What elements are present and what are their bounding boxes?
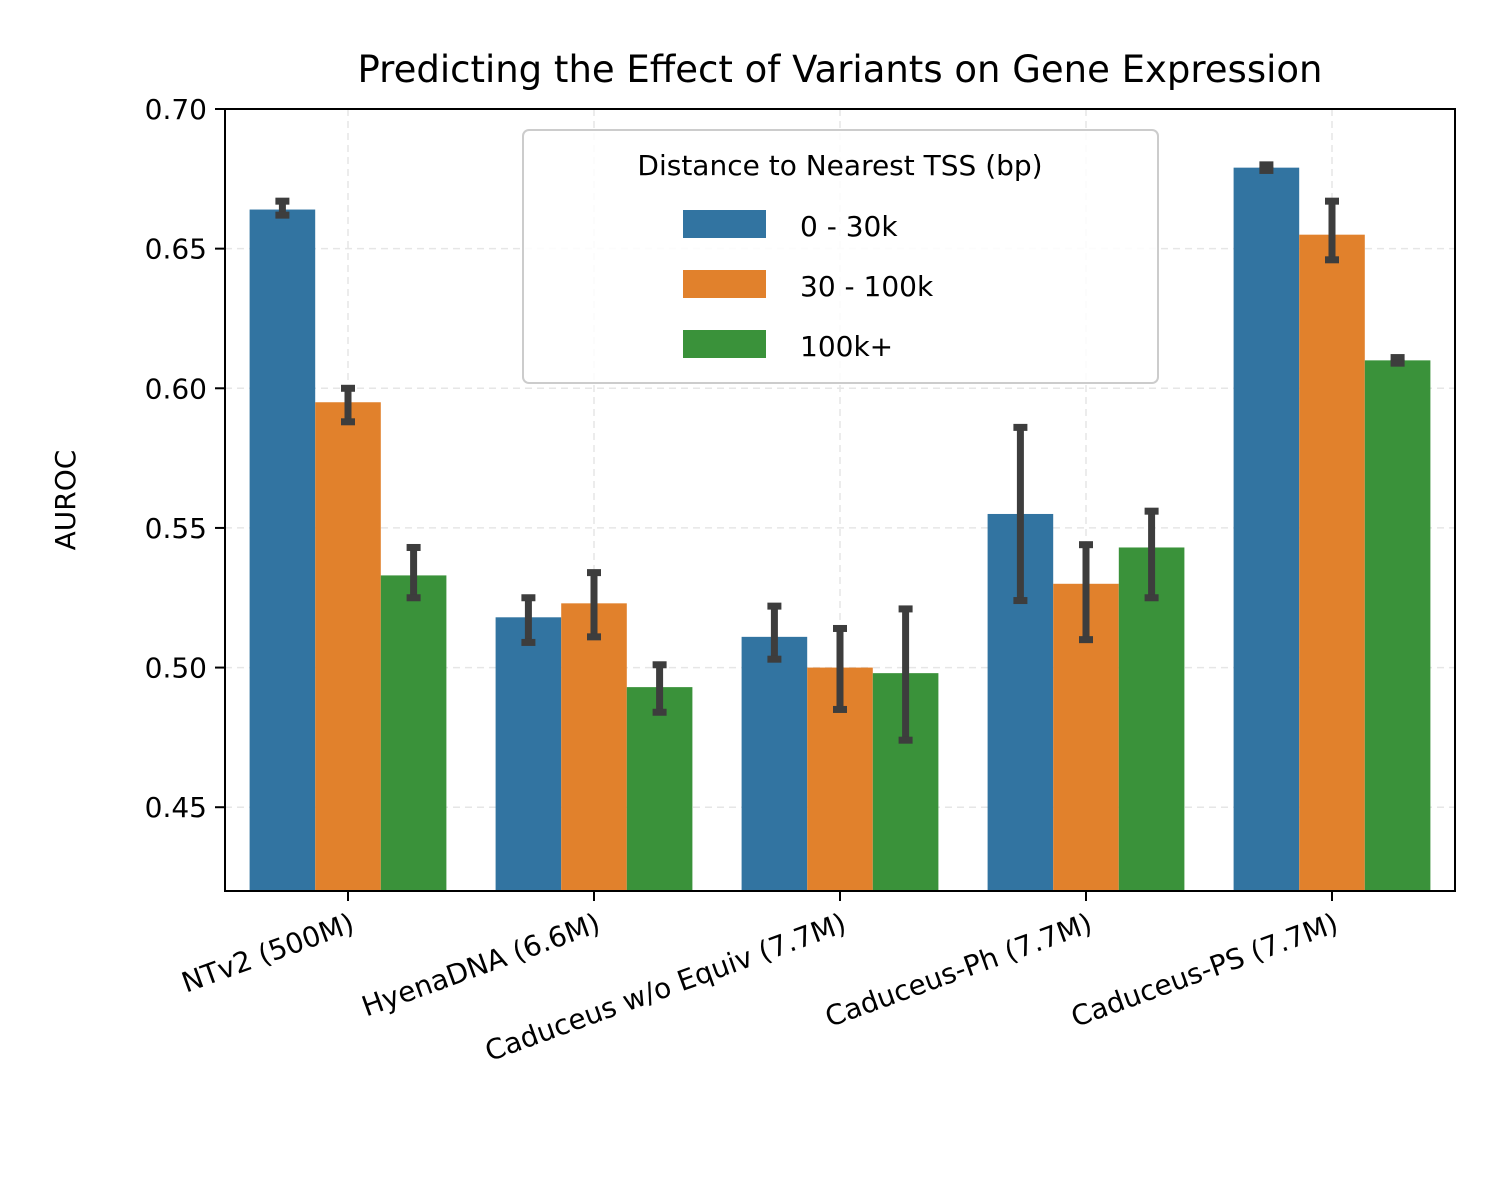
error-bar [1144, 507, 1159, 602]
legend-entries: 0 - 30k 30 - 100k 100k+ [683, 210, 934, 363]
y-tick-label: 0.45 [145, 791, 207, 824]
error-bar [1079, 541, 1093, 644]
bars-layer [249, 167, 1431, 892]
error-bar [1325, 197, 1339, 264]
error-bar [587, 569, 601, 641]
legend-label: 0 - 30k [800, 210, 898, 243]
legend-label: 30 - 100k [800, 270, 934, 303]
bar [1364, 360, 1431, 891]
legend: Distance to Nearest TSS (bp) 0 - 30k 30 -… [522, 129, 1159, 384]
x-tick-label: Caduceus-PS (7.7M) [1067, 907, 1343, 1034]
y-tick-label: 0.60 [145, 372, 207, 405]
x-tick-label: Caduceus-Ph (7.7M) [821, 907, 1097, 1034]
x-tick-label: NTv2 (500M) [177, 907, 358, 1000]
error-bars-layer [275, 161, 1405, 744]
x-axis: NTv2 (500M)HyenaDNA (6.6M)Caduceus w/o E… [177, 891, 1342, 1068]
bar [561, 603, 627, 891]
bar [1299, 234, 1365, 891]
y-tick-label: 0.55 [145, 512, 207, 545]
legend-swatch [683, 330, 766, 358]
y-axis: 0.45 0.50 0.55 0.60 0.65 0.70 [145, 93, 225, 824]
chart-title: Predicting the Effect of Variants on Gen… [358, 48, 1323, 91]
legend-swatch [683, 270, 766, 298]
legend-swatch [683, 210, 766, 238]
error-bar [406, 543, 421, 602]
legend-box [522, 129, 1159, 384]
error-bar [898, 605, 913, 744]
error-bar [1390, 354, 1405, 367]
error-bar [833, 624, 847, 713]
legend-title: Distance to Nearest TSS (bp) [637, 149, 1042, 182]
error-bar [275, 197, 290, 219]
legend-label: 100k+ [800, 330, 893, 363]
error-bar [1259, 161, 1274, 174]
bar [626, 687, 693, 891]
error-bar [341, 384, 355, 426]
error-bar [767, 602, 782, 663]
y-tick-label: 0.70 [145, 93, 207, 126]
bar [495, 617, 562, 891]
bar [741, 636, 808, 891]
bar [315, 402, 381, 891]
error-bar [1013, 423, 1028, 605]
error-bar [652, 661, 667, 716]
bar [249, 209, 316, 892]
y-tick-label: 0.65 [145, 233, 207, 266]
bar [1233, 167, 1300, 891]
y-tick-label: 0.50 [145, 652, 207, 685]
y-axis-label: AUROC [49, 450, 82, 551]
error-bar [521, 594, 536, 646]
bar [1118, 547, 1185, 891]
bar [380, 575, 447, 891]
